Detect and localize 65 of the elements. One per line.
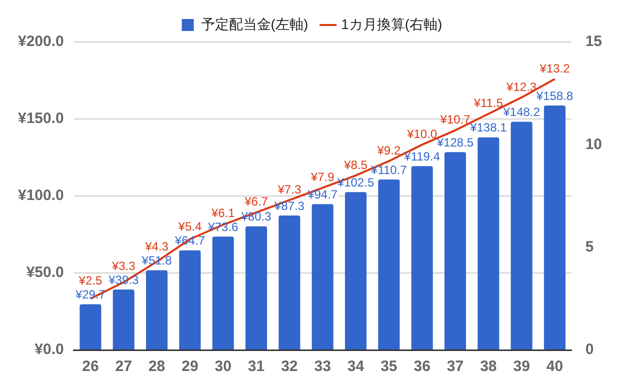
y-tick-label: ¥0.0 (34, 341, 64, 358)
bar (510, 122, 532, 350)
x-tick-label: 26 (82, 358, 99, 376)
legend-label: 1カ月換算(右軸) (341, 16, 442, 32)
y-tick-label: ¥200.0 (18, 33, 64, 50)
bar (444, 152, 466, 350)
bar (411, 166, 433, 350)
bar (212, 236, 234, 350)
data-label: ¥94.7 (306, 187, 338, 202)
bar (278, 216, 300, 350)
y2-tick-label: 0 (585, 341, 594, 358)
data-label: ¥158.8 (535, 88, 574, 103)
data-label: ¥13.2 (538, 61, 570, 76)
data-label: ¥128.5 (436, 135, 474, 150)
data-label: ¥87.3 (273, 198, 305, 213)
x-tick-label: 35 (380, 358, 398, 376)
bar (344, 192, 367, 350)
y2-tick-label: 10 (585, 136, 602, 153)
data-label: ¥80.3 (240, 210, 272, 224)
data-label: ¥5.4 (177, 220, 202, 234)
legend-label: 予定配当金(左軸) (200, 16, 308, 32)
data-label: ¥10.0 (406, 126, 438, 141)
bar (112, 289, 134, 350)
bar (544, 105, 566, 350)
x-tick-label: 39 (513, 358, 530, 376)
data-label: ¥148.2 (502, 105, 540, 120)
y-tick-label: ¥100.0 (18, 187, 64, 204)
x-tick-label: 30 (214, 358, 232, 376)
data-label: ¥8.5 (343, 158, 368, 172)
y2-tick-label: 5 (585, 238, 594, 256)
bar (478, 137, 500, 350)
data-label: ¥10.7 (439, 112, 471, 127)
data-label: ¥110.7 (370, 162, 408, 177)
data-label: ¥6.1 (210, 206, 236, 220)
bar (245, 226, 268, 350)
x-tick-label: 32 (281, 358, 298, 376)
data-label: ¥119.4 (403, 149, 440, 164)
data-label: ¥7.9 (310, 170, 335, 184)
x-tick-label: 31 (248, 358, 265, 376)
data-label: ¥138.1 (469, 120, 508, 135)
data-label: ¥9.2 (376, 143, 401, 158)
x-tick-label: 36 (414, 358, 430, 376)
data-label: ¥102.5 (336, 175, 374, 190)
data-label: ¥7.3 (276, 182, 302, 196)
x-tick-label: 29 (182, 358, 198, 376)
bar (312, 204, 334, 350)
x-tick-label: 33 (314, 358, 331, 376)
data-label: ¥6.7 (244, 194, 268, 209)
x-tick-label: 37 (446, 358, 464, 376)
x-tick-label: 27 (115, 358, 132, 376)
y-tick-label: ¥50.0 (26, 264, 64, 282)
data-label: ¥3.3 (110, 258, 136, 273)
bar (80, 304, 102, 350)
x-tick-label: 40 (546, 358, 564, 376)
bar (378, 180, 400, 350)
data-label: ¥4.3 (144, 240, 169, 254)
x-tick-label: 34 (347, 358, 365, 376)
data-label: ¥11.5 (472, 96, 504, 110)
bar (146, 270, 168, 350)
bar (179, 250, 201, 350)
y2-tick-label: 15 (585, 33, 602, 50)
y-tick-label: ¥150.0 (18, 110, 64, 128)
x-tick-label: 38 (480, 358, 497, 376)
data-label: ¥2.5 (78, 274, 102, 288)
x-tick-label: 28 (148, 358, 166, 376)
